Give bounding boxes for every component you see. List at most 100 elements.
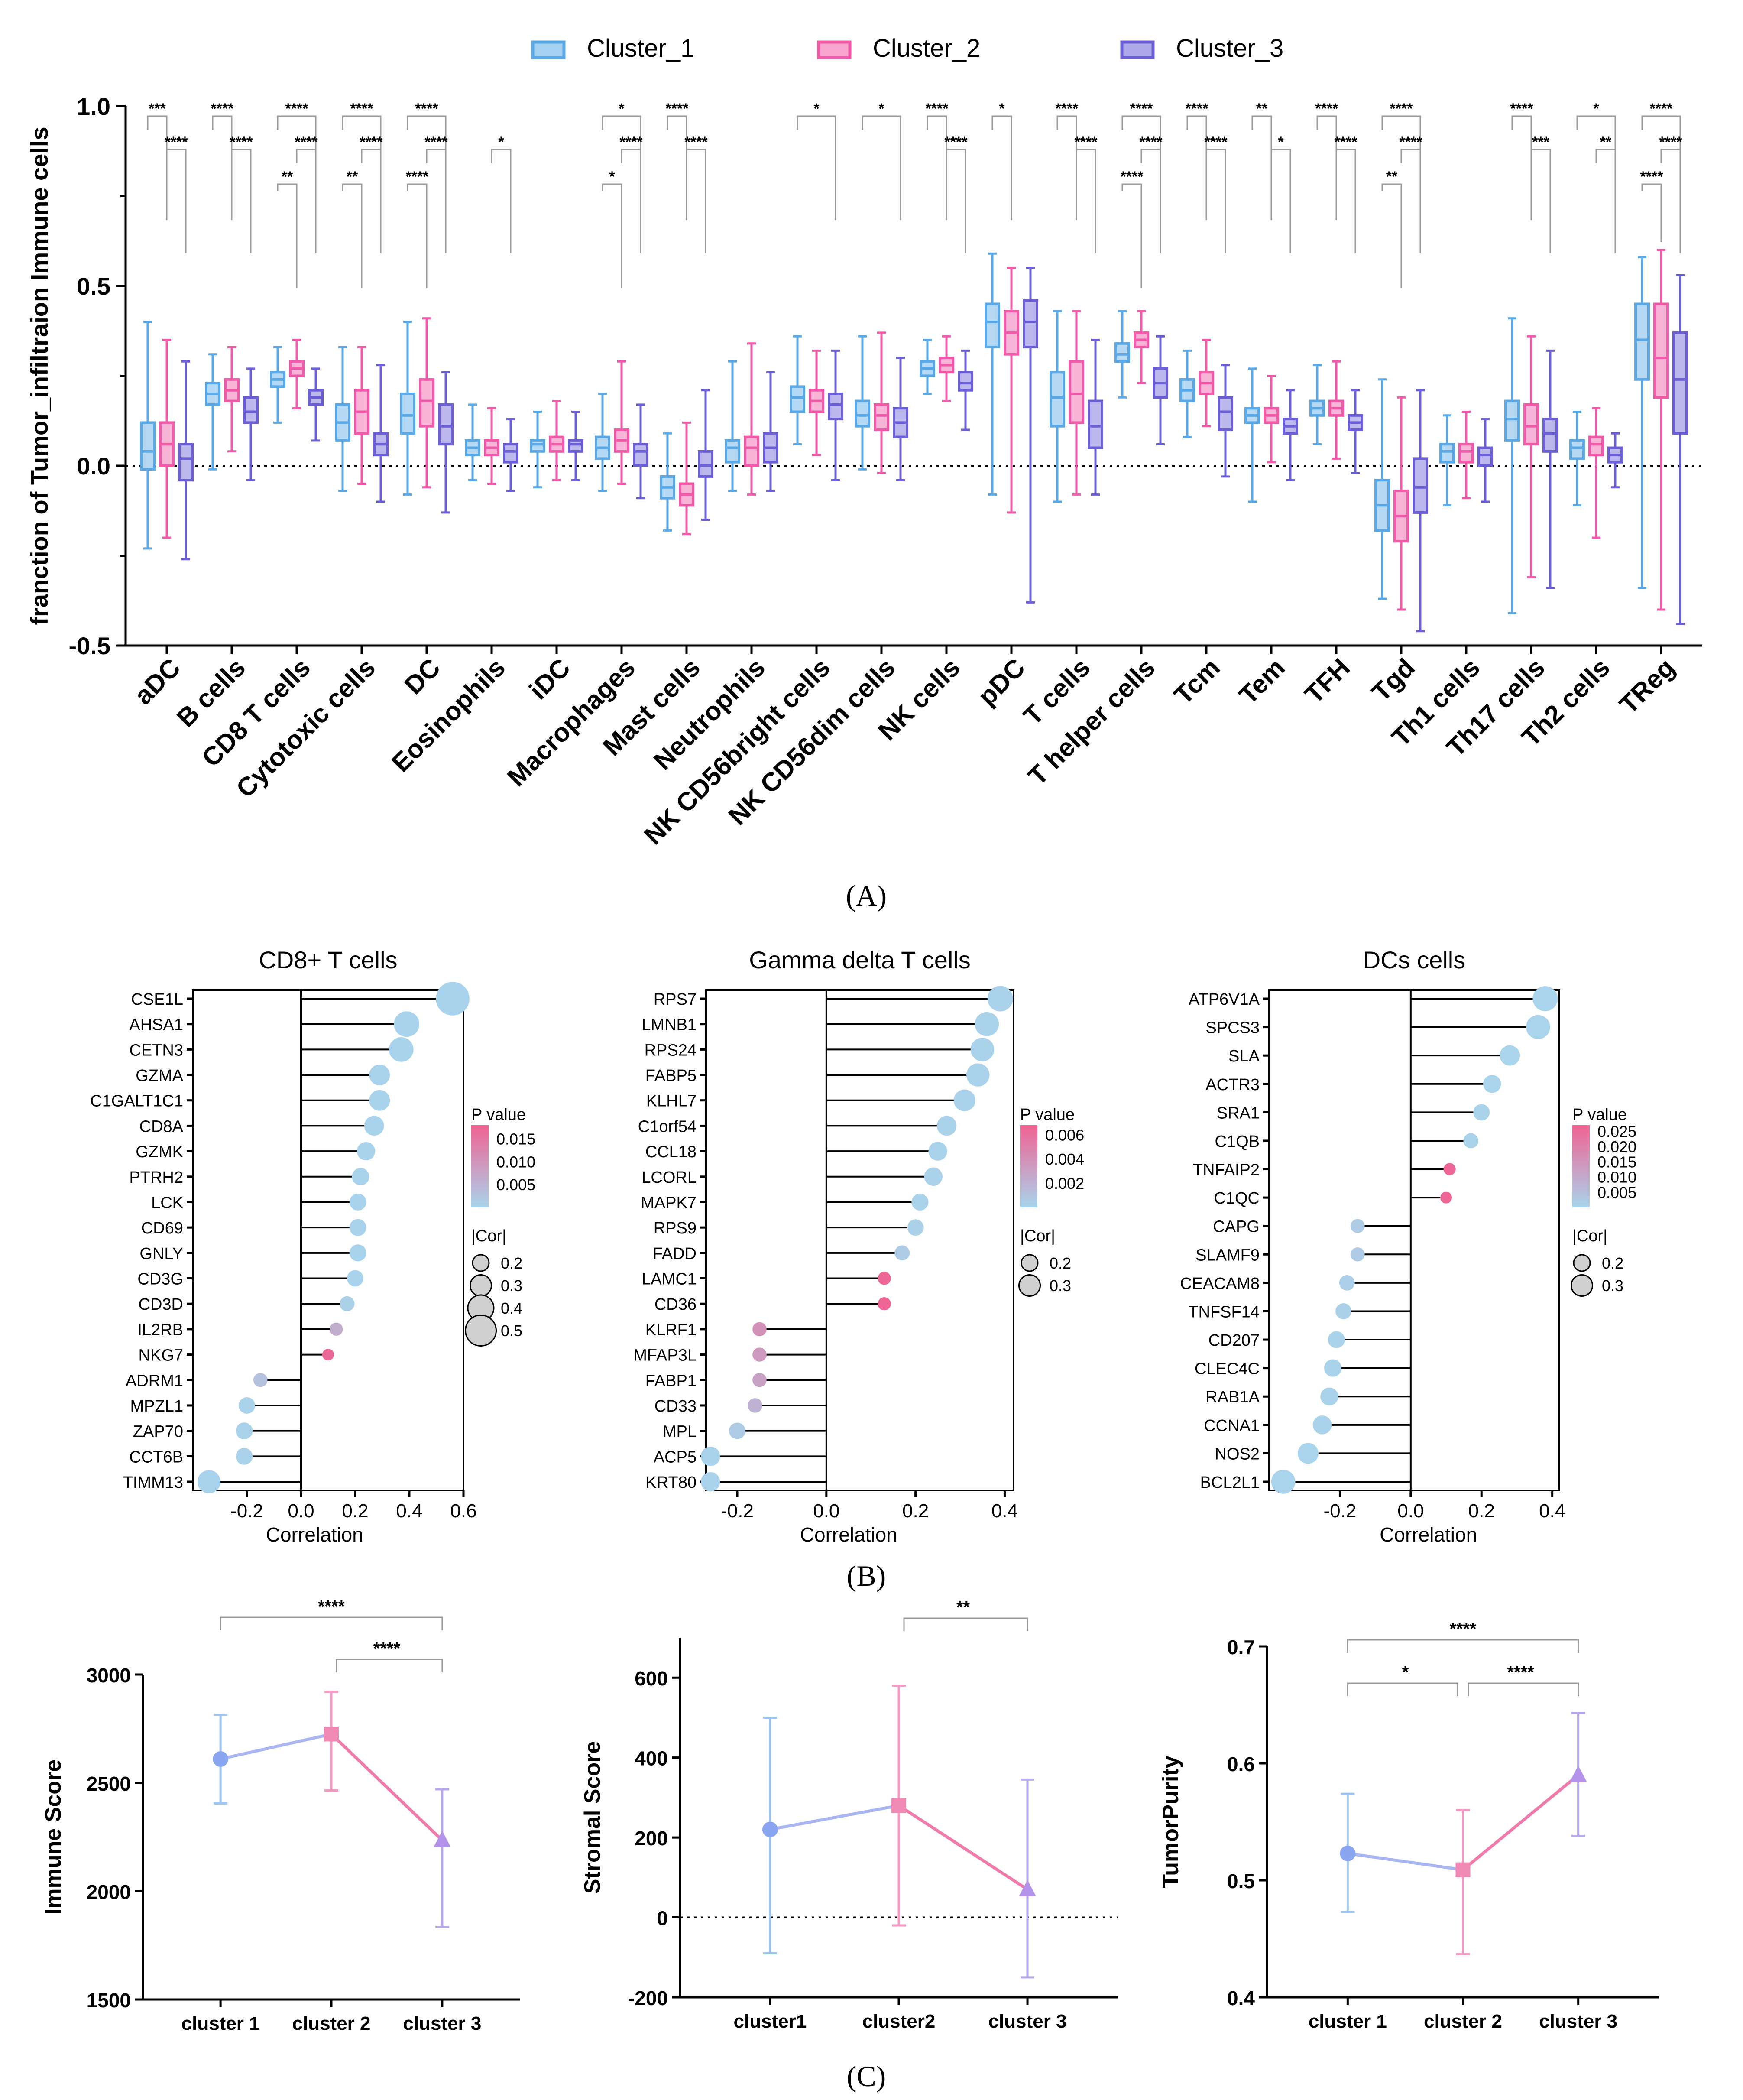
cor-legend-tick: 0.5 [501,1322,522,1340]
lollipop-dot [1339,1275,1355,1291]
x-tick-label: 0.2 [1468,1500,1495,1522]
sig-bracket [1641,183,1662,242]
gene-label: GZMK [136,1143,183,1161]
lollipop-dot [347,1270,363,1287]
x-axis-title: Correlation [800,1523,897,1546]
sig-bracket [946,149,966,253]
lollipop-dot [975,1012,999,1036]
gene-label: LMNB1 [641,1016,697,1034]
lollipop-dot [1324,1359,1342,1377]
gene-label: KRT80 [645,1474,697,1492]
box-cluster-3 [503,443,518,464]
y-tick-label: -0.5 [69,632,111,659]
sig-bracket [1270,149,1291,253]
lollipop-dot [197,1470,221,1493]
line-segment-1-2 [1347,1852,1463,1872]
panel-c-tumor-purity: 0.4 0.5 0.6 0.7 TumorPurity cluster 1 cluster … [1158,1620,1659,2032]
gene-label: NOS2 [1215,1445,1260,1463]
line-segment-2-3 [1462,1774,1579,1871]
plot-frame [705,989,1014,1491]
box-cluster-3 [1542,418,1558,453]
panel-label-c: (C) [847,2060,886,2093]
pvalue-legend-tick: 0.005 [1597,1184,1636,1201]
box-cluster-3 [698,450,713,478]
gene-label: LAMC1 [641,1270,697,1289]
sig-bracket [862,115,901,220]
x-tick-label: 0.0 [1397,1500,1424,1522]
gene-label: CD69 [141,1219,183,1237]
plot-frame [192,989,464,1491]
lollipop-dot [239,1397,255,1414]
box-cluster-3 [1477,446,1493,467]
gene-label: C1QC [1214,1189,1260,1207]
sig-stars: **** [926,101,949,117]
cor-legend-dot [465,1315,497,1347]
lollipop-dot [752,1347,767,1362]
box-cluster-2 [874,403,889,432]
gene-label: RPS9 [654,1219,697,1237]
sig-stars: **** [1186,101,1209,117]
panel-label-a: (A) [846,879,887,912]
sig-stars: **** [1121,169,1144,185]
sig-stars: **** [1507,1663,1534,1682]
lollipop-dot [700,1472,720,1492]
x-tick-label: cluster 2 [1424,2011,1502,2032]
pvalue-legend-tick: 0.002 [1045,1175,1084,1192]
sig-bracket [1347,1639,1579,1653]
marker-cluster-1 [762,1821,778,1837]
cor-legend-tick: 0.3 [501,1277,522,1295]
box-cluster-1 [530,439,545,453]
sig-bracket [1251,115,1272,220]
lollipop-dot [339,1296,355,1311]
gene-label: ZAP70 [133,1423,183,1441]
legend-label-cluster-2: Cluster_2 [873,34,980,62]
box-cluster-1 [140,421,156,471]
y-axis-title: Immune Score [41,1759,66,1915]
sig-stars: **** [406,169,429,185]
x-tick-label: 0.4 [991,1500,1018,1522]
lollipop-dot [1328,1331,1345,1348]
sig-bracket [621,149,641,253]
sig-stars: ** [1600,134,1612,150]
box-cluster-1 [1569,439,1585,460]
x-tick-label: cluster 3 [988,2011,1067,2032]
sig-bracket [1205,149,1226,253]
lollipop-dot [1443,1163,1456,1175]
box-cluster-3 [958,371,973,392]
box-cluster-2 [1523,403,1539,446]
gene-label: BCL2L1 [1200,1474,1260,1492]
gene-label: NKG7 [139,1347,183,1365]
cor-legend-dot [1571,1274,1593,1297]
lollipop-dot [322,1349,334,1361]
marker-cluster-2 [324,1727,339,1742]
line-segment-1-2 [220,1733,332,1761]
gene-label: ATP6V1A [1189,990,1260,1009]
sig-stars: **** [1659,134,1683,150]
sig-stars: **** [1205,134,1228,150]
sig-stars: * [1278,134,1284,150]
cor-legend-tick: 0.2 [501,1254,522,1272]
gene-label: LCK [151,1194,183,1212]
sig-stars: **** [1315,101,1339,117]
panel-b-cd8-lollipop: CD8+ T cells -0.2 0.0 0.2 0.4 0.6 Correlation C… [90,946,535,1546]
cor-legend-title: |Cor| [1020,1227,1055,1245]
pvalue-legend-tick: 0.025 [1597,1123,1636,1140]
lollipop-dot [907,1219,924,1236]
sig-bracket [1186,115,1207,220]
sig-stars: * [813,101,820,117]
lollipop-dot [1271,1470,1296,1494]
box-cluster-2 [1458,443,1474,464]
gene-label: ADRM1 [126,1372,183,1390]
x-tick-label: cluster1 [734,2011,807,2032]
box-cluster-3 [828,393,843,421]
sig-stars: **** [945,134,968,150]
lollipop-dot [878,1297,891,1311]
lollipop-dot [369,1065,390,1086]
gene-label: CLEC4C [1195,1360,1260,1378]
box-cluster-3 [1218,396,1233,431]
sig-stars: * [999,101,1005,117]
box-cluster-3 [568,439,583,453]
gene-label: FADD [653,1245,697,1263]
lollipop-dot [911,1193,929,1211]
sig-bracket [1140,149,1161,253]
